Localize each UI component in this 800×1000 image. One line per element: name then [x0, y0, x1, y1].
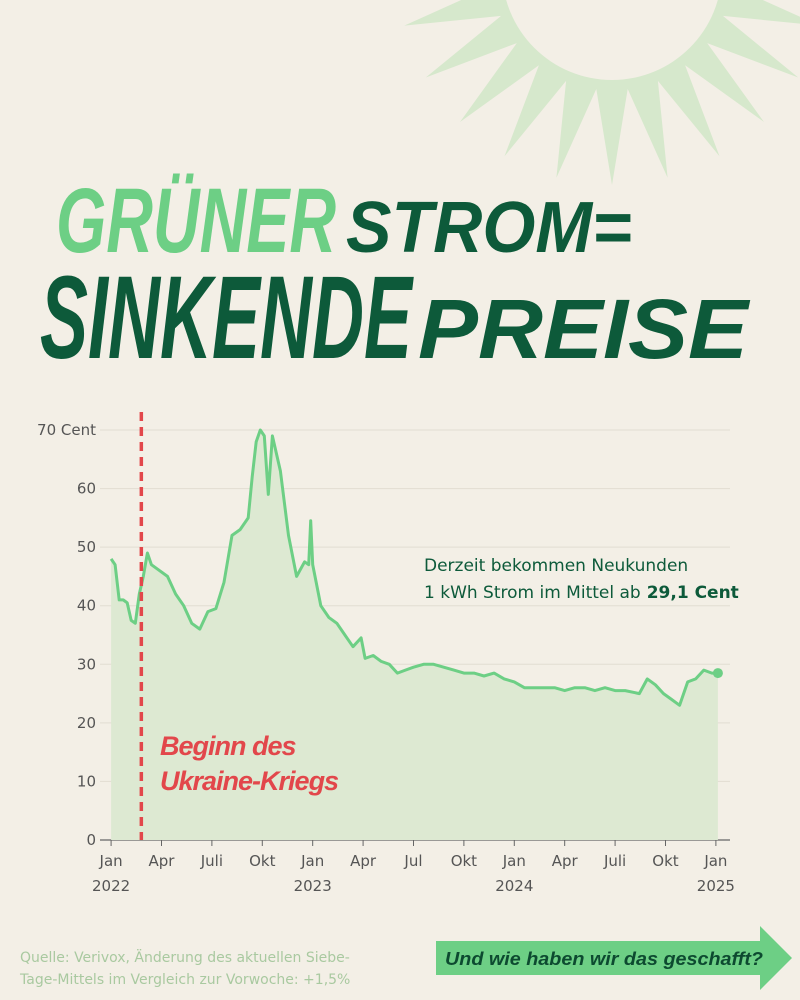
y-tick-label: 40 — [77, 597, 96, 615]
annotation: Derzeit bekommen Neukunden — [424, 556, 688, 576]
x-year-label: 2025 — [697, 877, 735, 895]
title-word: SINKENDE — [40, 252, 414, 384]
x-tick-label: Jan — [300, 852, 324, 870]
annotation-text: 1 kWh Strom im Mittel ab — [424, 583, 641, 603]
sun-shape — [404, 0, 800, 185]
marker-label: Beginn des — [160, 731, 297, 761]
x-tick-label: Jul — [403, 852, 422, 870]
y-tick-label: 60 — [77, 480, 96, 498]
x-tick-label: Juli — [200, 852, 223, 870]
decoration — [404, 0, 800, 185]
x-year-label: 2023 — [294, 877, 332, 895]
source: Tage-Mittels im Vergleich zur Vorwoche: … — [19, 972, 350, 988]
title-word: GRÜNER — [56, 170, 336, 272]
x-tick-label: Apr — [552, 852, 579, 870]
end-dot — [712, 668, 723, 679]
x-year-label: 2024 — [495, 877, 533, 895]
area — [111, 430, 718, 840]
cta-label: Und wie haben wir das geschafft? — [445, 949, 763, 969]
marker-label: Ukraine-Kriegs — [160, 766, 339, 796]
y-tick-label: 20 — [77, 714, 96, 732]
x-tick-label: Jan — [703, 852, 727, 870]
y-tick-label: 30 — [77, 655, 96, 673]
y-tick-label: 70 Cent — [37, 421, 96, 439]
title-word: STROM= — [346, 188, 632, 268]
x-tick-label: Okt — [652, 852, 678, 870]
y-tick-label: 50 — [77, 538, 96, 556]
cta-button[interactable]: Und wie haben wir das geschafft? — [436, 926, 792, 990]
x-tick-label: Jan — [99, 852, 123, 870]
source: Quelle: Verivox, Änderung des aktuellen … — [20, 948, 350, 966]
annotation: 1 kWh Strom im Mittel ab 29,1 Cent — [424, 583, 739, 603]
cta-arrow — [436, 926, 792, 990]
x-tick-label: Okt — [249, 852, 275, 870]
line — [109, 428, 718, 707]
x-tick-label: Apr — [350, 852, 377, 870]
x-tick-label: Jan — [502, 852, 526, 870]
y-tick-label: 10 — [77, 772, 96, 790]
y-tick-label: 0 — [86, 831, 96, 849]
annotation-value: 29,1 Cent — [647, 583, 739, 603]
x-tick-label: Apr — [149, 852, 176, 870]
sun-center — [506, 0, 718, 80]
x-tick-label: Okt — [451, 852, 477, 870]
x-year-label: 2022 — [92, 877, 130, 895]
x-tick-label: Juli — [603, 852, 626, 870]
title-word: PREISE — [418, 282, 751, 376]
